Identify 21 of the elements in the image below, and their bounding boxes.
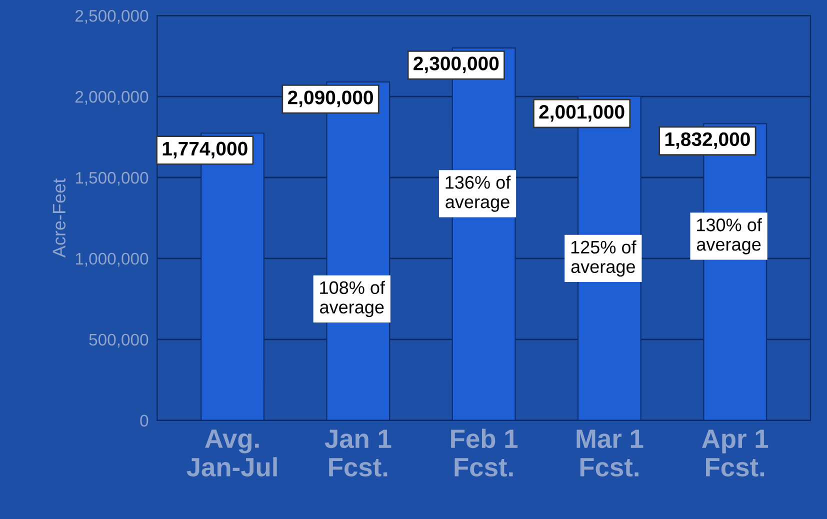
data-label: 2,001,000 (539, 104, 624, 122)
data-label: 1,832,000 (665, 132, 750, 149)
x-tick-label: Jan 1 Fcst. (324, 430, 392, 477)
data-label: 2,090,000 (288, 90, 373, 108)
y-tick-label: 0 (140, 414, 148, 427)
y-tick-label: 2,000,000 (75, 90, 148, 105)
annotation: 130% of average (696, 218, 762, 254)
data-label: 2,300,000 (414, 56, 499, 74)
y-axis-title: Acre-Feet (52, 178, 66, 258)
data-label: 1,774,000 (162, 142, 248, 158)
y-tick-label: 1,500,000 (76, 172, 148, 186)
x-tick-label: Feb 1 Fcst. (451, 428, 518, 477)
annotation: 136% of average (446, 176, 511, 212)
y-tick-label: 2,500,000 (75, 10, 148, 24)
x-tick-label: Apr 1 Fcst. (702, 430, 768, 477)
x-tick-label: Mar 1 Fcst. (576, 430, 644, 477)
annotation: 108% of average (320, 280, 386, 318)
x-tick-label: Avg. Jan-Jul (186, 430, 277, 477)
annotation: 125% of average (571, 240, 636, 277)
y-tick-label: 500,000 (89, 334, 148, 348)
y-tick-label: 1,000,000 (76, 252, 148, 267)
